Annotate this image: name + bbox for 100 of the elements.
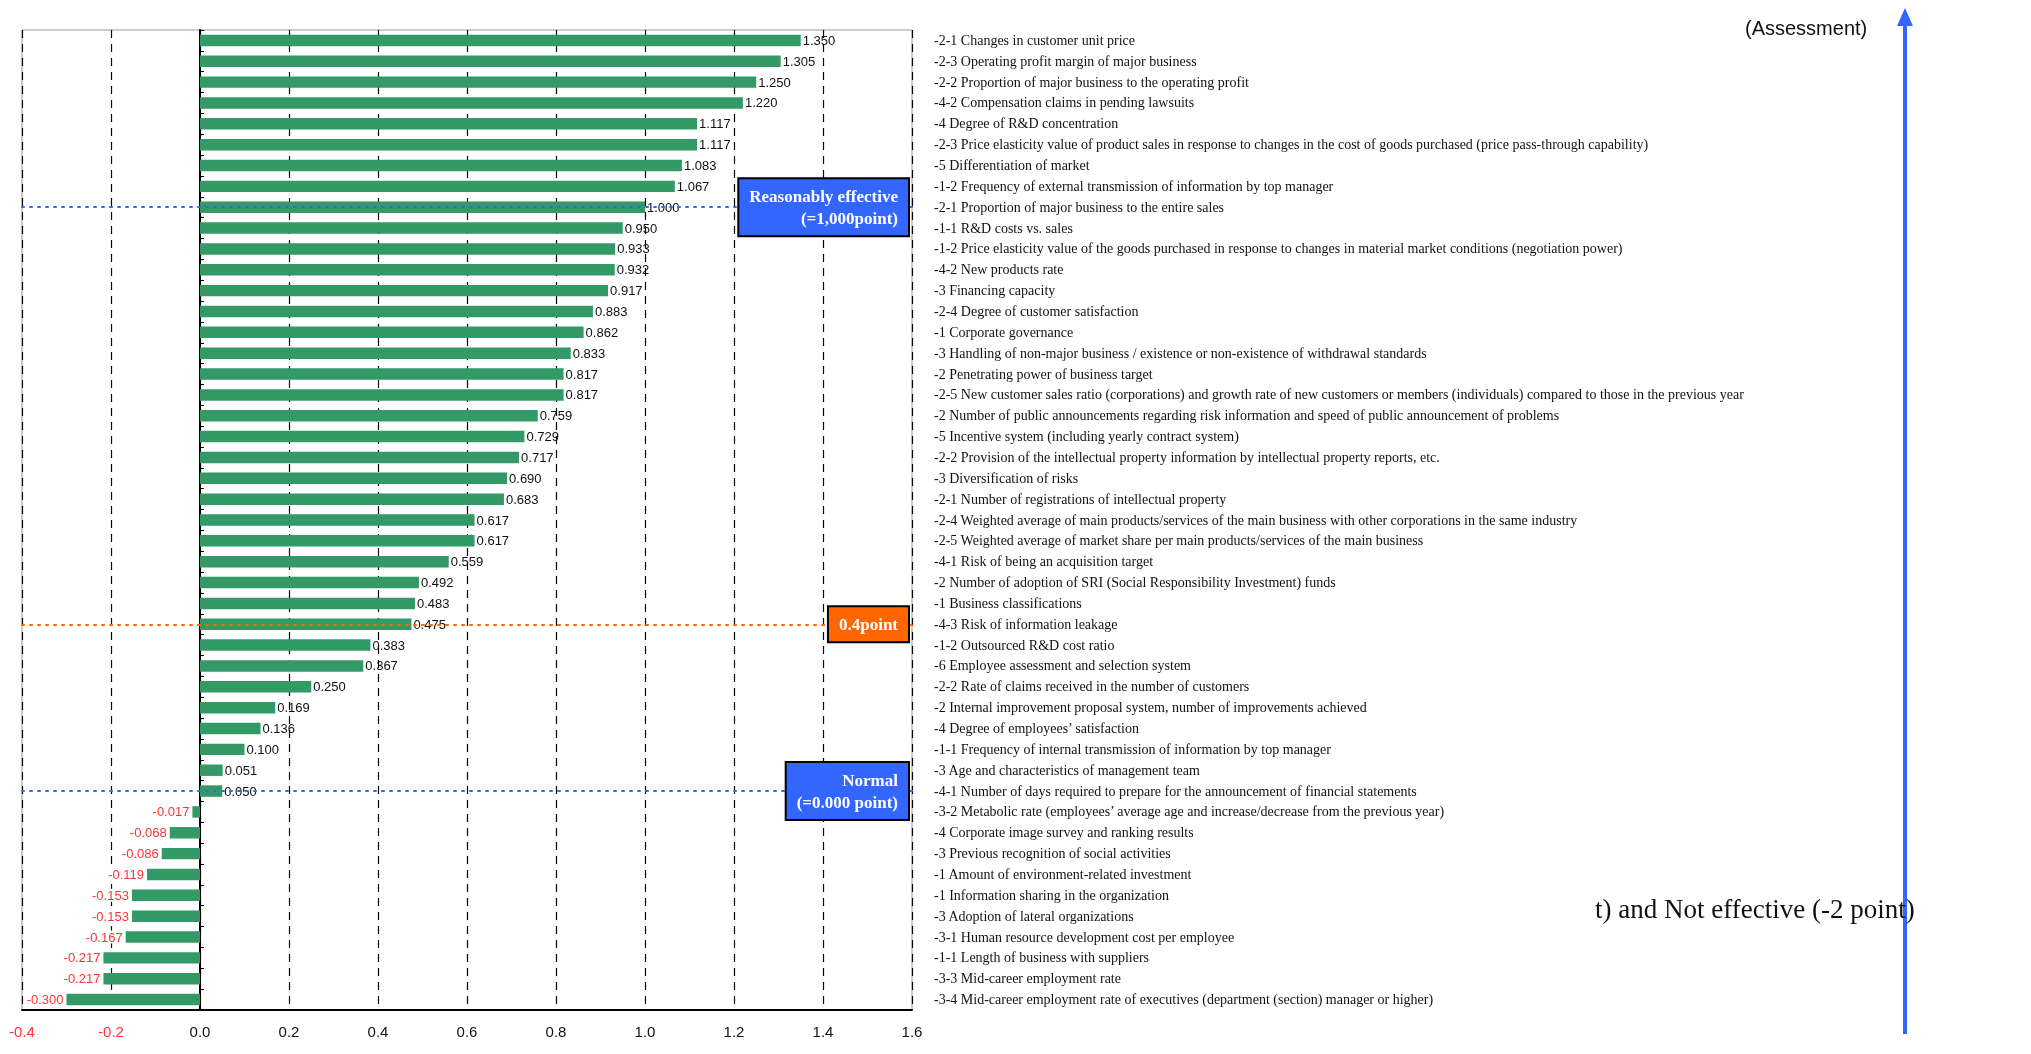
bar	[200, 472, 508, 485]
data-label: -0.217	[63, 950, 101, 966]
bar	[200, 326, 584, 339]
bar	[200, 430, 525, 443]
y-tick-label: -3 Handling of non-major business / existence or non-existence of withdrawal standards	[934, 345, 1427, 361]
y-tick-label: -3-4 Mid-career employment rate of executives (department (section) manager or higher)	[934, 992, 1434, 1009]
x-tick-label: -0.4	[9, 1023, 35, 1040]
data-label: 0.559	[450, 554, 484, 570]
y-tick-label: -1-2 Outsourced R&D cost ratio	[934, 637, 1115, 653]
bar	[200, 681, 312, 693]
bar	[200, 576, 419, 589]
data-label: 0.051	[224, 762, 258, 778]
data-label: 1.305	[782, 53, 816, 69]
data-label: -0.017	[152, 804, 190, 820]
data-label: -0.119	[108, 866, 145, 882]
bar	[200, 701, 276, 714]
bar	[200, 535, 475, 547]
bar	[200, 493, 504, 505]
y-tick-label: -2-3 Operating profit margin of major business	[934, 53, 1197, 69]
data-label: 0.136	[262, 721, 296, 737]
bar	[131, 889, 200, 902]
bar	[200, 55, 781, 68]
data-label: 0.169	[277, 700, 310, 716]
bar	[200, 118, 698, 130]
y-tick-label: -1-2 Price elasticity value of the goods purchased in response to changes in material market conditions (negotiation power)	[934, 241, 1623, 258]
bar	[103, 952, 200, 964]
data-label: -0.217	[63, 971, 101, 987]
x-tick-label: 0.0	[189, 1023, 211, 1040]
y-tick-label: -4 Degree of employees’ satisfaction	[934, 721, 1139, 737]
text: (Assessment)	[1745, 17, 1868, 39]
data-label: -0.153	[92, 887, 129, 903]
y-tick-label: -2-2 Proportion of major business to the operating profit	[934, 74, 1250, 90]
y-tick-label: -4 Degree of R&D concentration	[934, 116, 1119, 132]
y-tick-label: -3 Previous recognition of social activities	[934, 846, 1171, 862]
y-tick-label: -2-5 New customer sales ratio (corporations) and growth rate of new customers or members (individuals) compared to those in the previous year	[934, 387, 1745, 404]
y-tick-label: -2-2 Provision of the intellectual property information by intellectual property reports, etc.	[934, 449, 1440, 465]
y-tick-label: -2-1 Changes in customer unit price	[934, 32, 1136, 48]
y-tick-label: -2-2 Rate of claims received in the number of customers	[934, 679, 1250, 695]
y-tick-label: -3 Adoption of lateral organizations	[934, 908, 1134, 924]
x-tick-label: 0.8	[545, 1023, 567, 1040]
bar	[200, 34, 801, 47]
bar	[200, 159, 682, 172]
y-tick-label: -2-1 Proportion of major business to the entire sales	[934, 199, 1225, 215]
x-tick-label: -0.2	[98, 1023, 124, 1040]
y-tick-label: -4-1 Number of days required to prepare for the announcement of financial statements	[934, 783, 1417, 799]
bar	[200, 639, 371, 651]
data-label: 0.833	[572, 345, 606, 361]
y-tick-label: -1 Information sharing in the organization	[934, 887, 1169, 903]
y-tick-label: -4-1 Risk of being an acquisition target	[934, 554, 1154, 570]
data-label: 0.617	[476, 512, 510, 528]
data-label: 0.367	[365, 658, 398, 674]
data-label: 0.483	[416, 595, 450, 611]
y-tick-label: -2 Penetrating power of business target	[934, 366, 1153, 382]
ref-line-label: Reasonably effective (=1,000point)	[749, 186, 899, 228]
ref-line-label: Normal (=0.000 point)	[796, 770, 899, 812]
bar	[200, 305, 593, 318]
y-tick-label: -2 Internal improvement proposal system, number of improvements achieved	[934, 700, 1367, 716]
data-label: 0.917	[610, 283, 643, 299]
bar	[192, 806, 200, 818]
y-tick-label: -1 Amount of environment-related investment	[934, 866, 1192, 882]
bar	[161, 847, 200, 860]
x-tick-label: 0.2	[278, 1023, 300, 1040]
data-label: 0.950	[624, 220, 658, 236]
y-tick-label: -2-3 Price elasticity value of product sales in response to changes in the cost of goods purchased (price pass-through capability)	[934, 137, 1649, 154]
bar	[200, 764, 223, 776]
data-label: 0.729	[526, 429, 559, 445]
y-tick-label: -4-2 Compensation claims in pending lawsuits	[934, 95, 1195, 111]
data-label: 0.683	[505, 491, 539, 507]
data-label: 0.250	[313, 679, 346, 695]
y-tick-label: -2-4 Degree of customer satisfaction	[934, 303, 1139, 319]
data-label: 0.690	[509, 470, 542, 486]
y-tick-label: -2-5 Weighted average of market share per main products/services of the main business	[934, 533, 1424, 549]
y-tick-label: -3-1 Human resource development cost per employee	[934, 929, 1235, 945]
y-tick-label: -1-1 Length of business with suppliers	[934, 950, 1150, 966]
data-label: -0.153	[92, 908, 129, 924]
bar	[200, 97, 743, 109]
y-tick-label: -1-2 Frequency of external transmission of information by top manager	[934, 178, 1334, 194]
y-tick-label: -3 Diversification of risks	[934, 470, 1079, 486]
data-label: 0.383	[372, 637, 405, 653]
bar	[200, 410, 538, 422]
bar	[200, 284, 609, 297]
y-tick-label: -3-2 Metabolic rate (employees’ average age and increase/decrease from the previous year)	[934, 804, 1445, 821]
bar	[200, 243, 616, 255]
bar	[200, 514, 475, 526]
data-label: -0.300	[26, 992, 64, 1008]
data-label: -0.068	[129, 825, 167, 841]
bar	[200, 743, 245, 756]
data-label: 0.883	[594, 303, 628, 319]
data-label: 0.933	[617, 241, 650, 257]
bar	[200, 264, 615, 276]
bar	[147, 868, 200, 881]
data-label: 1.083	[683, 158, 717, 174]
data-label: -0.167	[85, 929, 123, 945]
y-tick-label: -3-3 Mid-career employment rate	[934, 971, 1121, 987]
y-tick-label: -5 Incentive system (including yearly contract system)	[934, 429, 1240, 446]
y-tick-label: -4-2 New products rate	[934, 262, 1064, 278]
data-label: 1.117	[699, 137, 731, 153]
bar	[200, 180, 675, 193]
bar	[103, 972, 200, 985]
y-tick-label: -2-1 Number of registrations of intellectual property	[934, 491, 1227, 507]
